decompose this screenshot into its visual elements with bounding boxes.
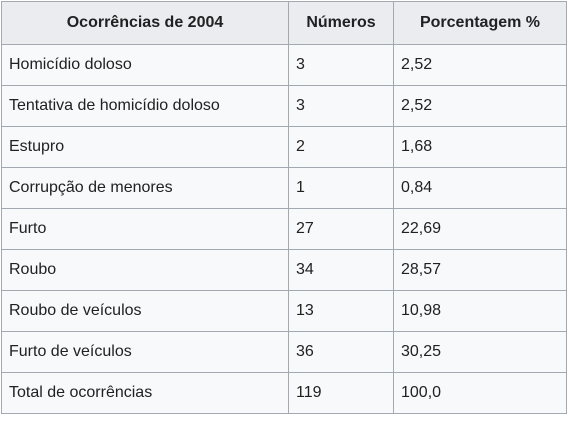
cell-number: 1: [288, 167, 394, 209]
table-row: Estupro 2 1,68: [1, 126, 567, 168]
cell-percentage: 0,84: [393, 167, 567, 209]
cell-number: 119: [288, 372, 394, 414]
column-header-percentage: Porcentagem %: [393, 1, 567, 45]
cell-occurrence: Total de ocorrências: [1, 372, 289, 414]
column-header-occurrences: Ocorrências de 2004: [1, 1, 289, 45]
cell-percentage: 22,69: [393, 208, 567, 250]
table-row: Corrupção de menores 1 0,84: [1, 167, 567, 209]
occurrences-table: Ocorrências de 2004 Números Porcentagem …: [1, 1, 567, 414]
cell-occurrence: Estupro: [1, 126, 289, 168]
table-row-total: Total de ocorrências 119 100,0: [1, 372, 567, 414]
cell-percentage: 10,98: [393, 290, 567, 332]
table-row: Furto de veículos 36 30,25: [1, 331, 567, 373]
cell-number: 3: [288, 44, 394, 86]
column-header-numbers: Números: [288, 1, 394, 45]
cell-number: 13: [288, 290, 394, 332]
table-row: Tentativa de homicídio doloso 3 2,52: [1, 85, 567, 127]
table-row: Homicídio doloso 3 2,52: [1, 44, 567, 86]
cell-number: 27: [288, 208, 394, 250]
cell-percentage: 2,52: [393, 85, 567, 127]
cell-number: 2: [288, 126, 394, 168]
cell-percentage: 30,25: [393, 331, 567, 373]
table-row: Furto 27 22,69: [1, 208, 567, 250]
table-row: Roubo de veículos 13 10,98: [1, 290, 567, 332]
cell-number: 36: [288, 331, 394, 373]
table-header-row: Ocorrências de 2004 Números Porcentagem …: [1, 1, 567, 45]
cell-percentage: 28,57: [393, 249, 567, 291]
cell-occurrence: Corrupção de menores: [1, 167, 289, 209]
cell-occurrence: Roubo de veículos: [1, 290, 289, 332]
cell-occurrence: Furto de veículos: [1, 331, 289, 373]
cell-occurrence: Roubo: [1, 249, 289, 291]
cell-number: 34: [288, 249, 394, 291]
table-row: Roubo 34 28,57: [1, 249, 567, 291]
cell-percentage: 2,52: [393, 44, 567, 86]
cell-percentage: 100,0: [393, 372, 567, 414]
cell-number: 3: [288, 85, 394, 127]
cell-occurrence: Tentativa de homicídio doloso: [1, 85, 289, 127]
cell-occurrence: Furto: [1, 208, 289, 250]
cell-percentage: 1,68: [393, 126, 567, 168]
cell-occurrence: Homicídio doloso: [1, 44, 289, 86]
